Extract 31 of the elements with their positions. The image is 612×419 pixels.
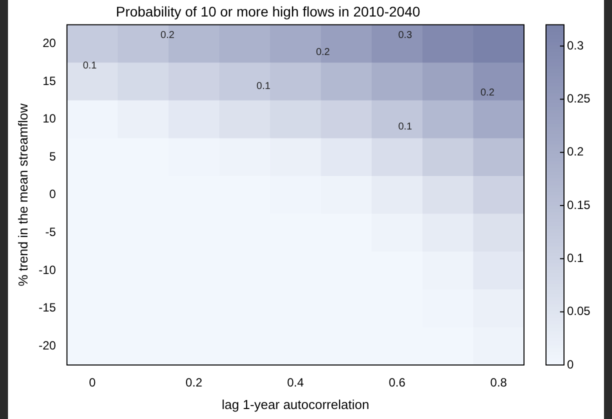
- x-tick-label: 0: [88, 376, 96, 390]
- annotation: 0.2: [480, 88, 495, 99]
- color-bar-label: 0.15: [567, 198, 591, 212]
- y-axis-title: % trend in the mean streamflow: [15, 102, 30, 286]
- x-axis-title: lag 1-year autocorrelation: [222, 396, 370, 412]
- y-tick-label: 5: [49, 149, 56, 164]
- x-tick-label: 0.6: [388, 376, 406, 390]
- annotation: 0.3: [398, 30, 413, 41]
- y-tick-label: -10: [38, 262, 56, 277]
- x-tick-label: 0.8: [490, 376, 508, 390]
- y-tick-label: -15: [38, 300, 56, 315]
- x-tick-label: 0.2: [186, 376, 203, 390]
- y-tick-label: 0: [49, 187, 56, 202]
- annotation: 0.2: [160, 30, 175, 41]
- x-tick-label: 0.4: [287, 376, 304, 390]
- color-bar-label: 0.1: [567, 251, 584, 265]
- color-bar-label: 0.2: [567, 144, 584, 159]
- annotation: 0.1: [256, 80, 271, 92]
- color-bar-label: 0.25: [567, 92, 591, 106]
- y-tick-label: 15: [42, 74, 56, 88]
- y-tick-label: -5: [45, 225, 56, 240]
- annotation: 0.1: [398, 122, 413, 133]
- color-bar-label: 0.05: [567, 304, 591, 318]
- color-bar-label: 0: [567, 357, 574, 372]
- annotation: 0.1: [82, 60, 98, 72]
- annotation: 0.2: [316, 46, 330, 58]
- chart-title: Probability of 10 or more high flows in 2010-2040: [116, 3, 420, 20]
- y-tick-label: 10: [42, 112, 56, 126]
- y-tick-label: -20: [38, 338, 56, 352]
- y-tick-label: 20: [42, 36, 56, 50]
- color-bar-label: 0.3: [567, 38, 584, 52]
